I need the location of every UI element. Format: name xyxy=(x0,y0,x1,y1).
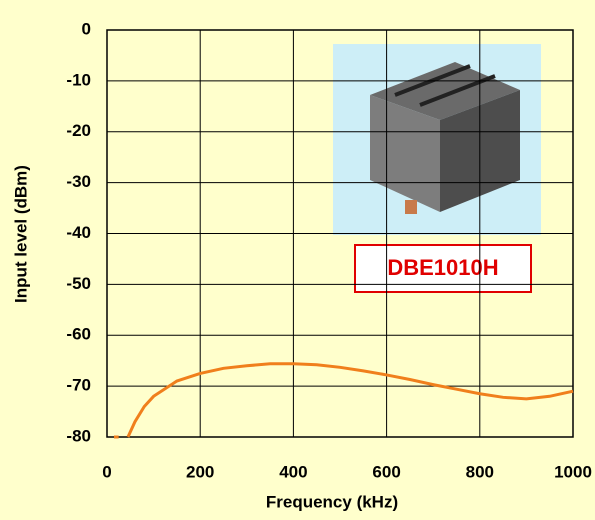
annotation: DBE1010H xyxy=(387,255,498,280)
product-photo xyxy=(333,44,541,235)
y-axis-label: Input level (dBm) xyxy=(11,165,30,303)
x-tick-label: 1000 xyxy=(554,462,592,481)
x-tick-label: 600 xyxy=(372,462,400,481)
y-tick-label: -80 xyxy=(66,426,91,445)
y-tick-label: -10 xyxy=(66,70,91,89)
y-tick-label: -30 xyxy=(66,172,91,191)
chart: DBE1010H Frequency (kHz) Input level (dB… xyxy=(0,0,595,520)
x-tick-label: 400 xyxy=(279,462,307,481)
y-tick-label: -60 xyxy=(66,325,91,344)
y-tick-label: -20 xyxy=(66,121,91,140)
x-tick-label: 200 xyxy=(186,462,214,481)
page: {"chart_data": {"type": "line", "x_label… xyxy=(0,0,595,520)
y-tick-label: 0 xyxy=(82,19,91,38)
y-tick-label: -70 xyxy=(66,376,91,395)
terminal xyxy=(405,200,417,214)
x-tick-label: 800 xyxy=(466,462,494,481)
x-axis-label: Frequency (kHz) xyxy=(266,492,398,511)
y-tick-label: -50 xyxy=(66,274,91,293)
y-tick-label: -40 xyxy=(66,223,91,242)
x-tick-label: 0 xyxy=(102,462,111,481)
